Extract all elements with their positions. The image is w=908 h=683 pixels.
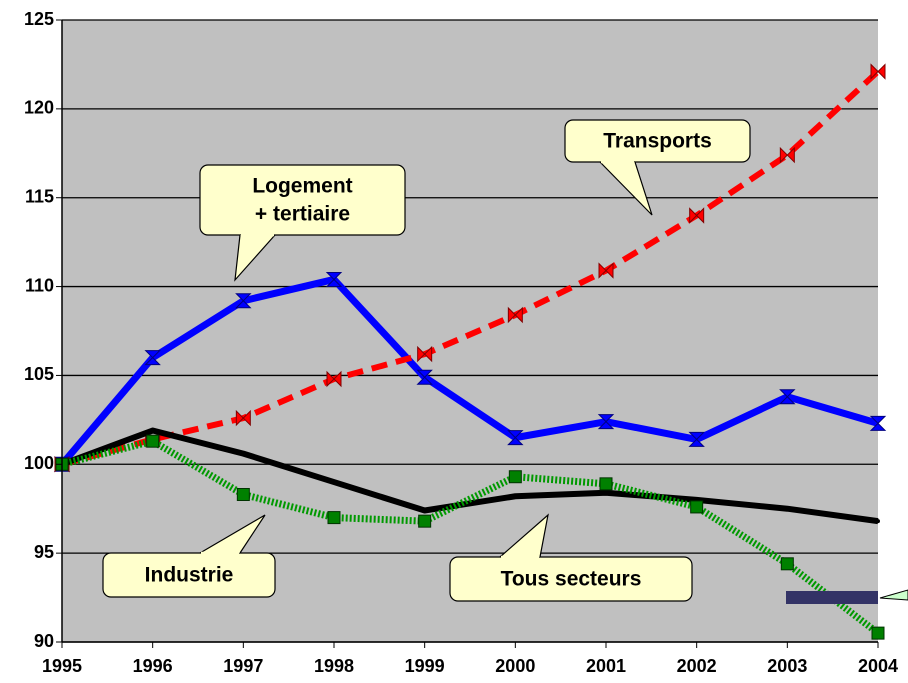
callout: Industrie — [102, 514, 276, 598]
marker — [690, 500, 704, 514]
callout: Transports — [564, 119, 751, 216]
series-line — [61, 69, 881, 468]
marker — [869, 415, 887, 431]
x-tick-label: 2002 — [677, 656, 717, 676]
x-tick-label: 1997 — [223, 656, 263, 676]
marker — [235, 409, 251, 427]
marker — [325, 271, 343, 287]
marker — [422, 508, 427, 513]
callout-box — [102, 552, 276, 598]
marker — [507, 306, 523, 324]
callout-text: Transports — [603, 130, 712, 153]
y-tick-label: 95 — [34, 542, 54, 562]
y-tick-label: 100 — [24, 453, 54, 473]
x-tick-label: 1995 — [42, 656, 82, 676]
y-tick-label: 105 — [24, 364, 54, 384]
x-tick-label: 2001 — [586, 656, 626, 676]
callout-box — [564, 119, 751, 163]
marker — [241, 451, 246, 456]
marker — [599, 477, 613, 491]
callout-text: Logement — [252, 175, 352, 198]
callout-pointer — [199, 514, 266, 554]
y-tick-label: 115 — [25, 186, 54, 206]
decor-shape — [879, 589, 908, 601]
x-tick-label: 1996 — [133, 656, 173, 676]
callout-text: + tertiaire — [255, 203, 350, 226]
marker — [332, 480, 336, 485]
marker — [604, 490, 608, 495]
marker — [327, 511, 341, 525]
series-line — [61, 437, 881, 636]
marker — [146, 434, 160, 448]
plot-area — [62, 20, 878, 642]
x-tick-label: 2004 — [858, 656, 898, 676]
series-line — [60, 427, 879, 525]
x-tick-label: 1999 — [405, 656, 445, 676]
marker — [416, 369, 433, 385]
callout-pointer — [234, 234, 276, 282]
marker — [779, 389, 796, 405]
marker — [785, 506, 790, 511]
marker — [871, 626, 885, 640]
marker — [513, 494, 518, 499]
x-tick-label: 2003 — [767, 656, 807, 676]
marker — [326, 370, 342, 388]
decor-bar — [786, 591, 878, 604]
series-line — [59, 275, 879, 467]
callout-box — [449, 556, 693, 602]
marker — [598, 262, 614, 279]
marker — [870, 63, 886, 80]
marker — [235, 293, 252, 309]
marker — [508, 470, 522, 484]
marker — [150, 428, 155, 433]
marker — [597, 414, 615, 430]
callout: Logement + tertiaire — [199, 164, 406, 282]
callout-text: Tous secteurs — [501, 568, 642, 591]
y-tick-label: 120 — [24, 98, 54, 118]
marker — [507, 430, 524, 446]
marker — [689, 207, 705, 224]
marker — [417, 345, 433, 363]
marker — [144, 350, 161, 366]
y-tick-label: 90 — [34, 631, 54, 651]
marker — [779, 146, 795, 164]
marker — [236, 487, 250, 501]
callout-pointer — [599, 161, 653, 216]
callout: Tous secteurs — [449, 513, 693, 602]
x-tick-label: 2000 — [495, 656, 535, 676]
marker — [876, 519, 880, 524]
callout-text: Industrie — [145, 564, 234, 587]
y-tick-label: 110 — [25, 275, 54, 295]
y-tick-label: 125 — [24, 9, 54, 29]
marker — [780, 557, 794, 571]
marker — [418, 514, 432, 528]
callout-box — [199, 164, 406, 236]
callout-pointer — [499, 513, 549, 558]
x-tick-label: 1998 — [314, 656, 354, 676]
marker — [688, 431, 705, 447]
